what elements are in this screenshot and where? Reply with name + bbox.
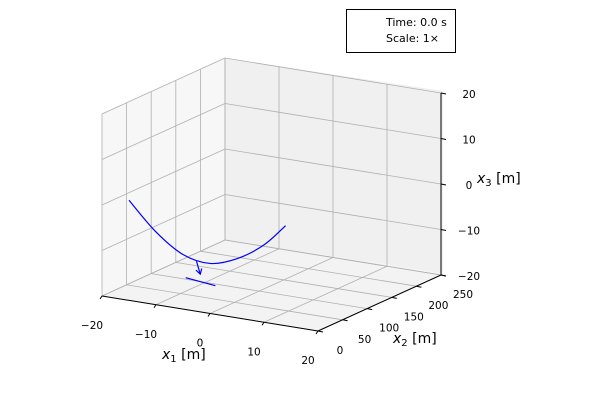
tick-marks bbox=[99, 92, 447, 335]
x3-tick-label: −10 bbox=[458, 226, 480, 238]
x2-tick-label: 150 bbox=[404, 311, 424, 323]
x1-tick bbox=[99, 295, 103, 300]
x1-tick bbox=[207, 313, 211, 317]
grid-left-x3 bbox=[101, 103, 226, 160]
x1-tick bbox=[315, 330, 319, 335]
direction-arrow-head bbox=[195, 268, 203, 276]
x3-tick bbox=[440, 138, 447, 140]
x3-tick bbox=[440, 92, 447, 95]
x2-tick-label: 100 bbox=[379, 323, 399, 335]
x2-tick bbox=[367, 308, 373, 311]
x1-tick bbox=[153, 304, 157, 309]
grid-left-x3 bbox=[101, 57, 226, 115]
trajectory-line bbox=[128, 199, 286, 265]
direction-arrow-shaft bbox=[195, 261, 201, 275]
grid-floor-x1 bbox=[263, 265, 388, 323]
x3-tick bbox=[440, 274, 447, 277]
pane-floor bbox=[102, 240, 443, 331]
grid-back-x3 bbox=[224, 239, 442, 276]
x3-tick-label: 10 bbox=[462, 135, 475, 147]
x3-tick bbox=[440, 183, 447, 186]
grid-back-x3 bbox=[224, 194, 442, 230]
grid-lines bbox=[101, 57, 442, 332]
x2-tick bbox=[317, 330, 324, 333]
x2-axis-line bbox=[317, 274, 442, 332]
grid-floor-x2 bbox=[126, 284, 343, 321]
x2-tick-label: 0 bbox=[337, 345, 344, 357]
info-box: Time: 0.0 s Scale: 1× bbox=[346, 9, 456, 53]
x2-tick-label: 200 bbox=[428, 300, 448, 312]
grid-back-x3 bbox=[224, 148, 442, 185]
x1-tick-label: 10 bbox=[247, 346, 260, 358]
grid-back-x3 bbox=[224, 57, 442, 94]
grid-left-x3 bbox=[101, 148, 226, 206]
x3-tick bbox=[440, 229, 447, 231]
grid-floor-x1 bbox=[209, 257, 334, 314]
x1-tick-label: 20 bbox=[301, 355, 314, 367]
x3-tick-label: 0 bbox=[466, 180, 473, 192]
x2-axis-label: x2 [m] bbox=[392, 331, 437, 349]
x3-axis-label: x3 [m] bbox=[476, 171, 521, 189]
x2-tick-label: 250 bbox=[453, 289, 473, 301]
x1-axis-label: x1 [m] bbox=[161, 347, 206, 365]
pane-back bbox=[225, 58, 443, 273]
x2-tick bbox=[342, 319, 348, 322]
grid-back-x3 bbox=[224, 103, 442, 139]
grid-floor-x1 bbox=[155, 248, 280, 306]
x1-tick bbox=[261, 321, 265, 326]
x2-tick bbox=[391, 296, 397, 299]
x3-tick-label: −20 bbox=[458, 271, 480, 283]
x2-tick bbox=[416, 285, 422, 288]
data-series bbox=[128, 199, 286, 287]
time-readout: Time: 0.0 s bbox=[385, 16, 447, 29]
grid-floor-x2 bbox=[151, 273, 368, 309]
x2-tick-label: 50 bbox=[358, 334, 371, 346]
info-box-frame bbox=[346, 9, 456, 53]
grid-left-x3 bbox=[101, 239, 226, 297]
reference-segment bbox=[185, 277, 216, 287]
x1-tick-label: −20 bbox=[81, 320, 103, 332]
x1-tick-label: −10 bbox=[135, 329, 157, 341]
grid-floor-x2 bbox=[200, 250, 417, 287]
grid-floor-x2 bbox=[175, 262, 392, 298]
scale-readout: Scale: 1× bbox=[386, 32, 439, 45]
x1-tick-label: 0 bbox=[197, 338, 204, 350]
x3-tick-label: 20 bbox=[462, 89, 475, 101]
grid-left-x3 bbox=[101, 194, 226, 251]
